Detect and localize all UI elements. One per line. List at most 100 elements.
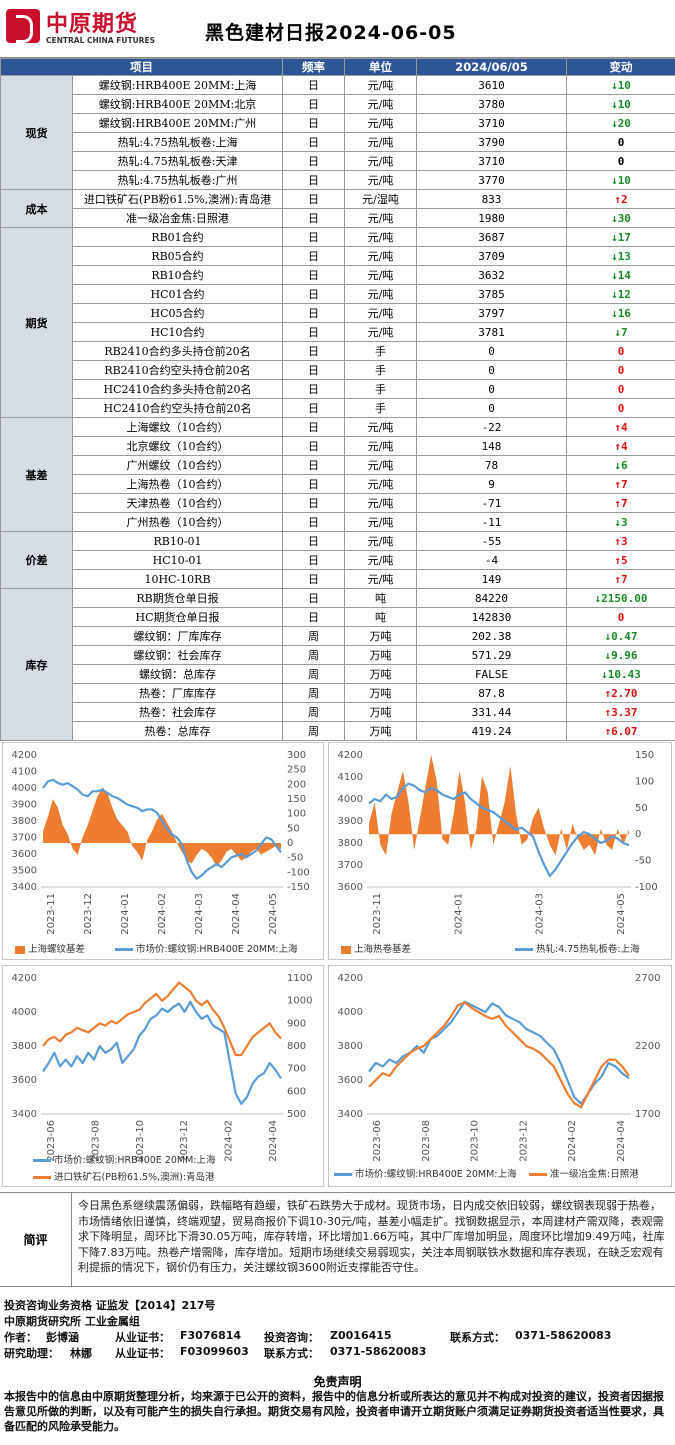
arrow-down-icon: ↓ (601, 667, 608, 681)
chart-svg: 3400 3500 3600 3700 3800 3900 4000 4100 4200 -150… (12, 750, 310, 935)
table-header-row: 项目 频率 单位 2024/06/05 变动 (0, 58, 675, 76)
category-cell: 基差 (0, 417, 73, 532)
arrow-up-icon: ↑ (604, 724, 612, 738)
change-cell: ↓2150.00 (566, 588, 675, 608)
unit-cell: 元/吨 (344, 284, 417, 304)
item-cell: 螺纹钢:HRB400E 20MM:上海 (72, 75, 283, 95)
arrow-down-icon: ↓ (614, 515, 621, 529)
freq-cell: 周 (282, 664, 345, 684)
right-tick-label: 1100 (287, 973, 312, 984)
x-tick-label: 2024-02 (224, 1120, 235, 1162)
category-cell: 现货 (0, 75, 73, 190)
item-cell: 热轧:4.75热轧板卷:上海 (72, 132, 283, 152)
change-value: 3 (621, 515, 628, 529)
col-header-change: 变动 (566, 58, 675, 76)
change-cell: 0 (566, 379, 675, 399)
table-row: 天津热卷（10合约）日元/吨 -71 ↑7 (1, 493, 675, 513)
left-tick-label: 4200 (338, 973, 363, 984)
unit-cell: 元/吨 (344, 322, 417, 342)
table-row: 北京螺纹（10合约）日元/吨 148 ↑4 (1, 436, 675, 456)
change-value: 0 (617, 610, 625, 624)
contact-number: 0371-58620083 (515, 1329, 612, 1342)
x-tick-label: 2023-08 (90, 1120, 101, 1162)
change-value: 9.96 (611, 648, 638, 662)
right-tick-label: 0 (287, 838, 293, 849)
left-tick-label: 3800 (12, 1041, 37, 1052)
item-cell: 准一级冶金焦:日照港 (72, 208, 283, 228)
unit-cell: 元/吨 (344, 569, 417, 589)
report-title: 黑色建材日报2024-06-05 (205, 22, 457, 44)
item-cell: 热卷：总库存 (72, 721, 283, 741)
left-tick-label: 4200 (12, 750, 37, 761)
x-tick-label: 2023-06 (46, 1120, 57, 1162)
freq-cell: 日 (282, 379, 345, 399)
left-tick-label: 4100 (338, 772, 363, 783)
x-tick-label: 2023-11 (372, 893, 383, 935)
arrow-down-icon: ↓ (614, 458, 621, 472)
table-row: 价差 RB10-01 日元/吨 -55 ↑3 (0, 531, 675, 589)
right-tick-label: 100 (635, 776, 654, 787)
value-cell: -11 (416, 512, 567, 532)
change-value: 17 (617, 230, 631, 244)
unit-cell: 吨 (344, 588, 417, 608)
table-row: RB2410合约多头持仓前20名日手 0 0 (1, 341, 675, 361)
freq-cell: 日 (282, 170, 345, 190)
legend-entry: 进口铁矿石(PB粉61.5%,澳洲):青岛港 (33, 1169, 215, 1183)
table-row: 10HC-10RB 日元/吨 149 ↑7 (1, 569, 675, 589)
change-value: 0 (617, 344, 625, 358)
arrow-down-icon: ↓ (611, 306, 618, 320)
legend-label: 上海热卷基差 (354, 944, 412, 955)
unit-cell: 手 (344, 360, 417, 380)
series-line (368, 1001, 630, 1109)
unit-cell: 万吨 (344, 626, 417, 646)
unit-cell: 元/吨 (344, 303, 417, 323)
change-cell: ↓12 (566, 284, 675, 304)
left-tick-label: 3600 (12, 849, 37, 860)
item-cell: RB01合约 (72, 227, 283, 247)
right-tick-label: 300 (287, 750, 306, 761)
arrow-down-icon: ↓ (611, 249, 618, 263)
unit-cell: 元/吨 (344, 151, 417, 171)
freq-cell: 周 (282, 645, 345, 665)
chart-rebar-coke: 3400 3600 3800 4000 4200 1700 2200 2700 2023-06 2… (328, 965, 672, 1187)
change-value: 4 (621, 420, 628, 434)
legend-line-icon (529, 1173, 547, 1176)
arrow-down-icon: ↓ (604, 648, 612, 662)
table-row: HC期货仓单日报日吨 142830 0 (1, 607, 675, 627)
change-value: 5 (621, 553, 628, 567)
table-row: 热轧:4.75热轧板卷:上海日元/吨 3790 0 (1, 132, 675, 152)
right-tick-label: 1000 (287, 996, 312, 1007)
unit-cell: 吨 (344, 607, 417, 627)
item-cell: HC期货仓单日报 (72, 607, 283, 627)
change-value: 2 (621, 192, 628, 206)
chart-svg: 3400 3600 3800 4000 4200 500 600 700 800 900 1000 1… (12, 973, 313, 1162)
value-cell: 3770 (416, 170, 567, 190)
unit-cell: 万吨 (344, 721, 417, 741)
author-name: 彭博涵 (46, 1331, 79, 1344)
table-row: HC2410合约多头持仓前20名日手 0 0 (1, 379, 675, 399)
change-cell: 0 (566, 132, 675, 152)
freq-cell: 日 (282, 569, 345, 589)
arrow-up-icon: ↑ (614, 439, 621, 453)
table-row: 上海热卷（10合约）日元/吨 9 ↑7 (1, 474, 675, 494)
table-row: 广州螺纹（10合约）日元/吨 78 ↓6 (1, 455, 675, 475)
author-label: 作者： (4, 1331, 37, 1344)
legend-box-icon (15, 945, 25, 954)
contact-label: 联系方式： (450, 1331, 505, 1344)
change-value: 4 (621, 439, 628, 453)
col-header-date: 2024/06/05 (416, 58, 567, 76)
value-cell: 3780 (416, 94, 567, 114)
legend-entry: 市场价:螺纹钢:HRB400E 20MM:上海 (115, 941, 298, 955)
value-cell: 3709 (416, 246, 567, 266)
series-area (369, 755, 629, 856)
contact2-label: 联系方式： (264, 1347, 319, 1360)
unit-cell: 元/吨 (344, 417, 417, 437)
company-logo: 中原期货 CENTRAL CHINA FUTURES (6, 6, 156, 52)
charts-area: 3400 3500 3600 3700 3800 3900 4000 4100 4200 -150… (0, 740, 675, 1190)
right-tick-label: 700 (287, 1064, 306, 1075)
freq-cell: 日 (282, 151, 345, 171)
item-cell: 热轧:4.75热轧板卷:天津 (72, 151, 283, 171)
table-row: 螺纹钢：总库存周万吨 FALSE ↓10.43 (1, 664, 675, 684)
change-value: 0.47 (611, 629, 638, 643)
arrow-up-icon: ↑ (614, 420, 621, 434)
